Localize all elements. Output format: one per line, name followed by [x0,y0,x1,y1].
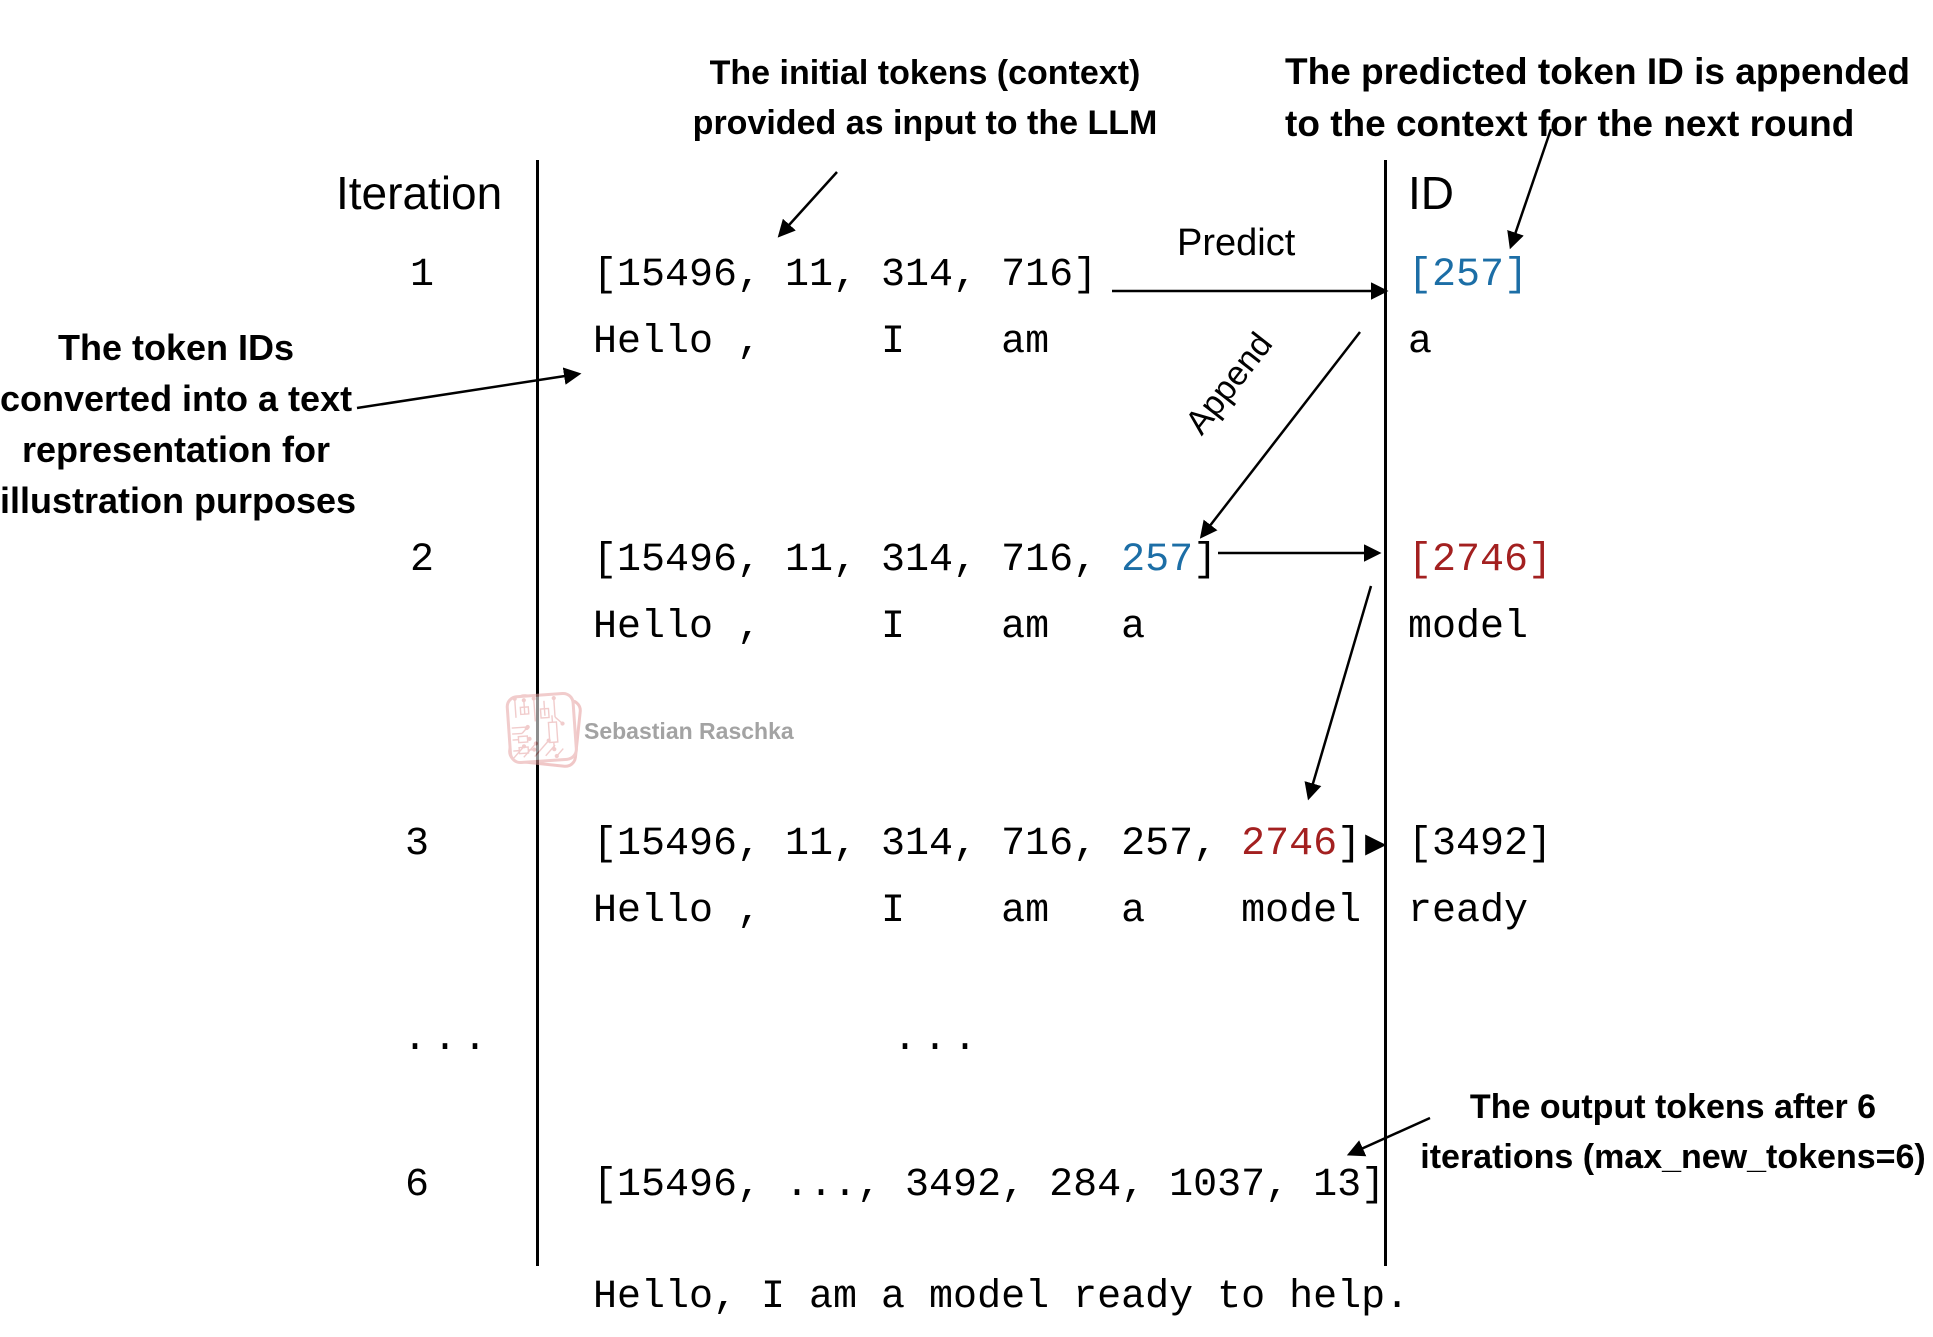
svg-text:Sebastian Raschka: Sebastian Raschka [584,718,794,744]
